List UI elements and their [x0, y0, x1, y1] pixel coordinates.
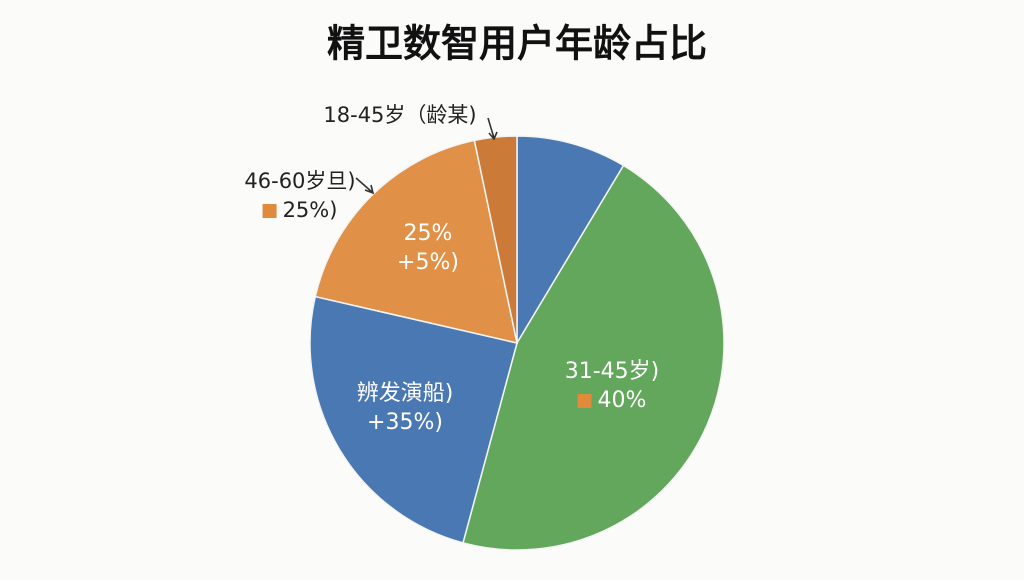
- legend-square: [262, 204, 277, 218]
- annotation: 25%: [404, 221, 453, 246]
- pie-slice: [462, 164, 725, 551]
- arrow: [355, 177, 375, 195]
- pie: [309, 135, 725, 551]
- annotation: +5%): [397, 250, 459, 275]
- annotations: 18-45岁（龄某) 46-60岁旦) 25%) 25% +5%) 辨发演船) +35%) 3…: [244, 103, 659, 435]
- annotation: 18-45岁（龄某): [323, 103, 476, 127]
- pie-slice: [314, 139, 518, 344]
- annotation: +35%): [367, 410, 443, 435]
- legend-square: [577, 394, 592, 408]
- annotation: 31-45岁): [565, 359, 660, 384]
- annotation: 46-60岁旦): [244, 169, 355, 193]
- annotation: 辨发演船): [357, 381, 454, 406]
- pie-slice: [516, 135, 625, 346]
- arrow: [487, 117, 498, 141]
- pie-slice: [309, 295, 518, 544]
- chart-title: 精卫数智用户年龄占比: [327, 22, 707, 66]
- annotation: 40%: [598, 388, 647, 413]
- annotation: 25%): [283, 198, 338, 222]
